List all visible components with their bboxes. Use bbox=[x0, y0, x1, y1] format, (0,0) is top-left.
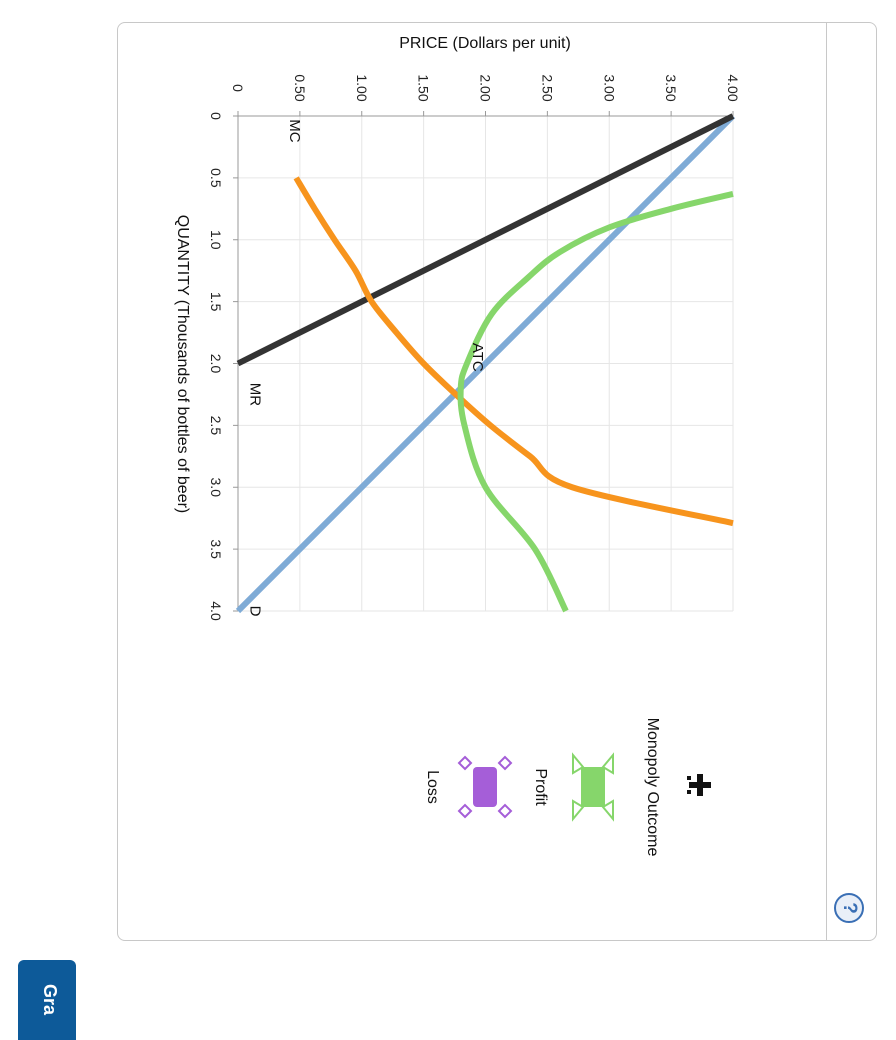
x-tick-label: 2.5 bbox=[208, 416, 224, 436]
move-cross-icon[interactable] bbox=[687, 774, 711, 796]
series-mc-line[interactable] bbox=[293, 176, 734, 527]
loss-tool-icon[interactable] bbox=[457, 755, 513, 819]
y-tick-label: 2.50 bbox=[539, 74, 555, 101]
curve-label-atc: ATC bbox=[469, 343, 486, 372]
series-mr-line[interactable] bbox=[236, 113, 735, 367]
y-tick-label: 1.00 bbox=[354, 74, 370, 101]
x-tick-label: 4.0 bbox=[208, 601, 224, 621]
x-tick-label: 1.0 bbox=[208, 230, 224, 250]
y-axis-title: PRICE (Dollars per unit) bbox=[399, 35, 571, 52]
legend-profit-label: Profit bbox=[532, 768, 549, 806]
x-tick-label: 3.0 bbox=[208, 478, 224, 498]
curve-label-d: D bbox=[246, 606, 263, 617]
curve-label-mr: MR bbox=[246, 383, 263, 406]
legend-loss-label: Loss bbox=[424, 770, 441, 804]
series-layer[interactable] bbox=[235, 113, 736, 614]
y-tick-label: 0.50 bbox=[292, 74, 308, 101]
x-tick-label: 3.5 bbox=[208, 539, 224, 559]
x-tick-label: 1.5 bbox=[208, 292, 224, 312]
legend-title: Monopoly Outcome bbox=[644, 718, 661, 857]
grade-button-label: Gra bbox=[40, 984, 60, 1016]
legend: Monopoly Outcome Profit Loss bbox=[424, 718, 711, 857]
x-tick-label: 2.0 bbox=[208, 354, 224, 374]
y-tick-label: 2.00 bbox=[478, 74, 494, 101]
x-axis-title: QUANTITY (Thousands of bottles of beer) bbox=[174, 215, 191, 514]
profit-tool-icon[interactable] bbox=[572, 752, 614, 822]
y-tick-label: 1.50 bbox=[416, 74, 432, 101]
y-tick-label: 3.00 bbox=[601, 74, 617, 101]
x-tick-label: 0 bbox=[208, 112, 224, 120]
series-atc-line[interactable] bbox=[457, 191, 734, 613]
y-tick-label: 0 bbox=[230, 84, 246, 92]
grade-button[interactable]: Gra bbox=[18, 960, 76, 1040]
x-tick-label: 0.5 bbox=[208, 168, 224, 188]
y-tick-label: 3.50 bbox=[663, 74, 679, 101]
help-icon: ? bbox=[838, 902, 860, 914]
labels: 0 0.50 1.00 1.50 2.00 2.50 3.00 3.50 4.00 0 0.5 1.0… bbox=[208, 74, 741, 621]
y-tick-label: 4.00 bbox=[725, 74, 741, 101]
help-button[interactable]: ? bbox=[834, 893, 864, 923]
panel-divider bbox=[826, 22, 827, 941]
series-d-line[interactable] bbox=[235, 113, 736, 614]
curve-label-mc: MC bbox=[286, 119, 303, 142]
